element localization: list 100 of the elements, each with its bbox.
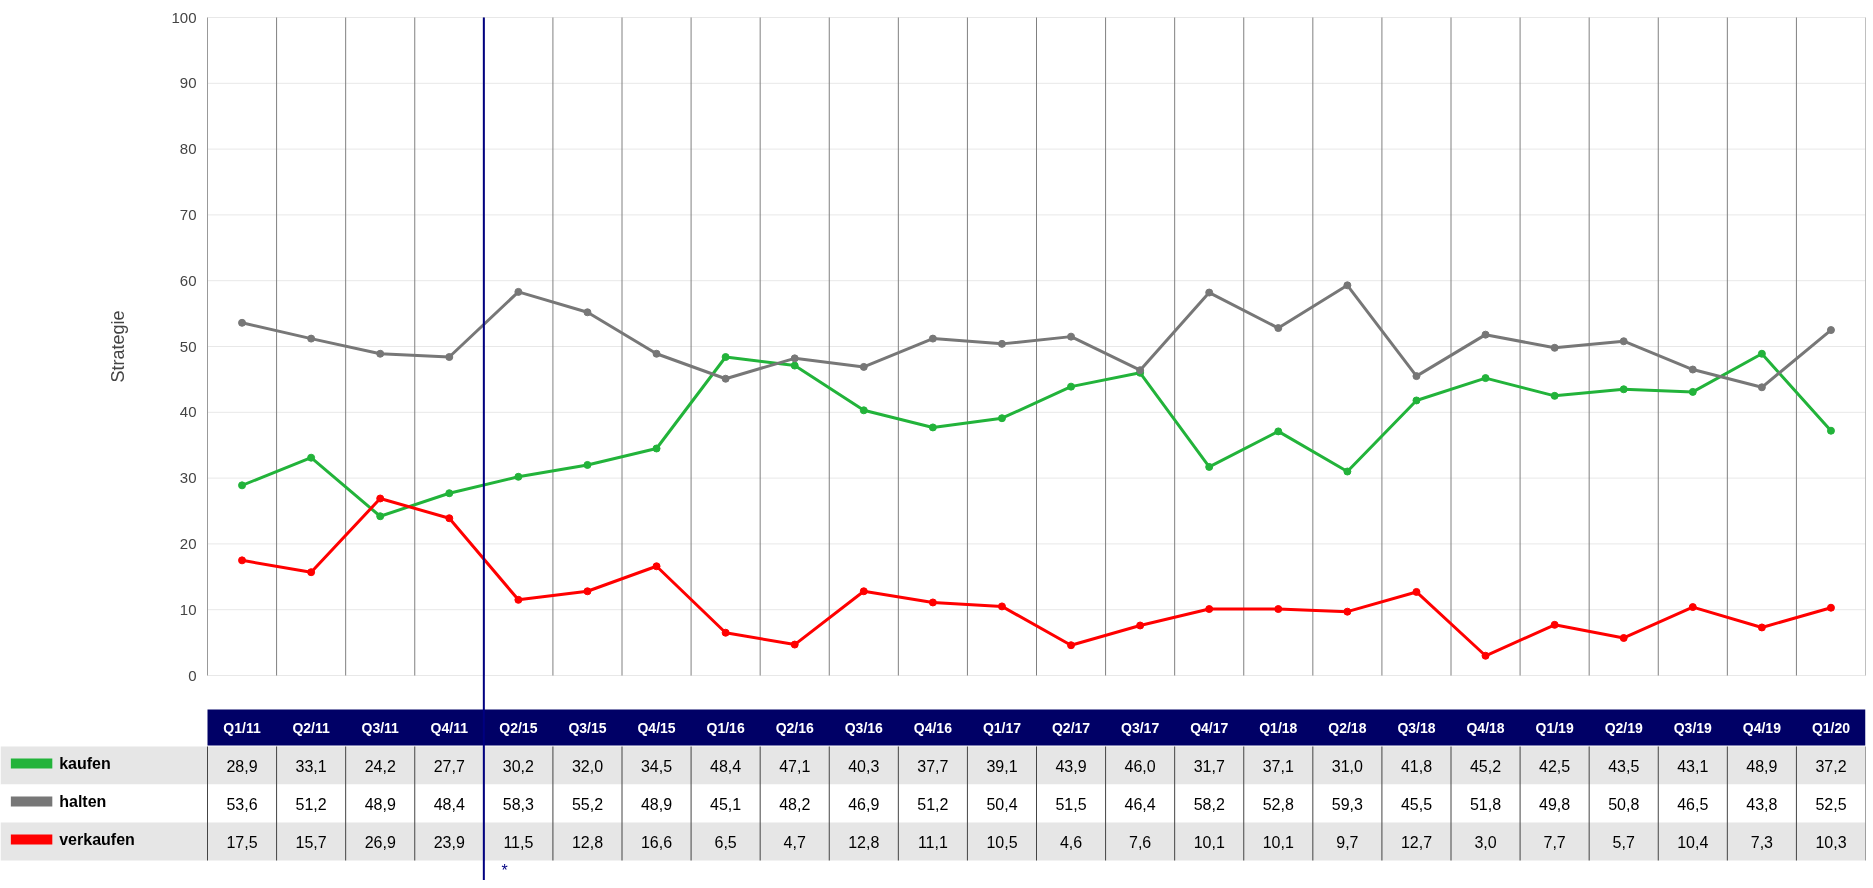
data-label: 51,2 (917, 795, 949, 813)
x-tick-label: Q4/16 (913, 719, 953, 736)
data-label: 40,3 (848, 757, 880, 775)
data-label: 10,3 (1815, 833, 1847, 851)
data-label: 11,1 (917, 833, 948, 851)
point (376, 349, 385, 358)
x-tick-label: Q2/16 (775, 719, 814, 736)
point (445, 353, 454, 362)
data-label: 32,0 (571, 757, 604, 775)
data-label: 30,2 (502, 757, 535, 775)
data-label: 5,7 (1612, 833, 1635, 851)
point (790, 354, 799, 363)
x-tick-label: Q2/18 (1328, 719, 1367, 736)
point (1343, 467, 1352, 476)
x-tick-label: Q1/17 (982, 719, 1022, 736)
x-tick-label: Q1/11 (223, 719, 261, 736)
data-label: 48,4 (710, 757, 742, 775)
point (928, 334, 937, 343)
point (859, 406, 868, 415)
data-label: 58,2 (1193, 795, 1225, 813)
data-label: 43,1 (1677, 757, 1709, 775)
data-label: 55,2 (571, 795, 604, 813)
point (376, 494, 385, 503)
point (1826, 326, 1835, 335)
data-label: 45,1 (710, 795, 742, 813)
data-label: 58,3 (502, 795, 535, 813)
x-tick-label: Q2/19 (1604, 719, 1643, 736)
point (652, 562, 661, 571)
point (790, 361, 799, 370)
y-tick-label: 0 (188, 666, 197, 684)
point (376, 512, 385, 521)
data-label: 48,9 (364, 795, 396, 813)
point (238, 481, 247, 490)
data-label: 46,4 (1124, 795, 1156, 813)
point (997, 602, 1006, 611)
x-tick-label: Q4/18 (1466, 719, 1505, 736)
data-label: 46,9 (848, 795, 880, 813)
x-tick-label: Q3/11 (361, 719, 400, 736)
point (1619, 385, 1628, 394)
x-tick-label: Q3/17 (1121, 719, 1160, 736)
x-tick-label: Q3/18 (1397, 719, 1436, 736)
point (583, 587, 592, 596)
legend-label: kaufen (59, 755, 111, 772)
point (238, 556, 247, 565)
y-tick-label: 100 (171, 8, 197, 26)
data-label: 4,6 (1059, 833, 1083, 851)
y-tick-label: 50 (179, 337, 197, 355)
point (721, 628, 730, 637)
data-label: 9,7 (1336, 833, 1359, 851)
data-label: 48,9 (1746, 757, 1778, 775)
point (583, 308, 592, 317)
data-label: 28,9 (226, 757, 258, 775)
data-label: 12,8 (571, 833, 604, 851)
y-tick-label: 30 (179, 469, 197, 487)
x-tick-label: Q2/11 (292, 719, 331, 736)
data-label: 26,9 (364, 833, 396, 851)
point (307, 453, 316, 462)
point (1067, 382, 1076, 391)
point (1412, 587, 1421, 596)
point (1688, 603, 1697, 612)
point (1550, 391, 1559, 400)
point (1550, 343, 1559, 352)
y-tick-label: 80 (179, 140, 197, 158)
x-tick-label: Q2/17 (1051, 719, 1091, 736)
point (1688, 387, 1697, 396)
data-label: 6,5 (714, 833, 737, 851)
data-label: 34,5 (640, 757, 673, 775)
data-label: 17,5 (226, 833, 258, 851)
point (1481, 651, 1490, 660)
x-tick-label: Q2/15 (499, 719, 538, 736)
point (1205, 462, 1214, 471)
point (1274, 324, 1283, 333)
data-label: 37,1 (1262, 757, 1294, 775)
data-label: 27,7 (433, 757, 465, 775)
y-tick-label: 40 (179, 403, 197, 421)
data-label: 46,5 (1677, 795, 1709, 813)
x-tick-label: Q3/16 (844, 719, 884, 736)
data-label: 15,7 (295, 833, 327, 851)
point (514, 595, 523, 604)
point (721, 353, 730, 362)
point (1274, 605, 1283, 614)
data-label: 48,4 (433, 795, 465, 813)
data-label: 53,6 (226, 795, 258, 813)
point (1343, 281, 1352, 290)
data-label: 50,8 (1608, 795, 1640, 813)
x-tick-label: Q3/19 (1673, 719, 1713, 736)
point (1826, 426, 1835, 435)
point (1274, 427, 1283, 436)
y-tick-label: 70 (179, 205, 197, 223)
data-label: 47,1 (779, 757, 811, 775)
data-label: 43,9 (1055, 757, 1087, 775)
data-label: 7,7 (1543, 833, 1566, 851)
point (1826, 603, 1835, 612)
data-label: 45,5 (1400, 795, 1433, 813)
x-tick-label: Q4/19 (1742, 719, 1782, 736)
data-label: 3,0 (1474, 833, 1497, 851)
point (1412, 372, 1421, 381)
data-label: 49,8 (1539, 795, 1571, 813)
data-label: 48,2 (779, 795, 811, 813)
data-label: 31,7 (1193, 757, 1225, 775)
